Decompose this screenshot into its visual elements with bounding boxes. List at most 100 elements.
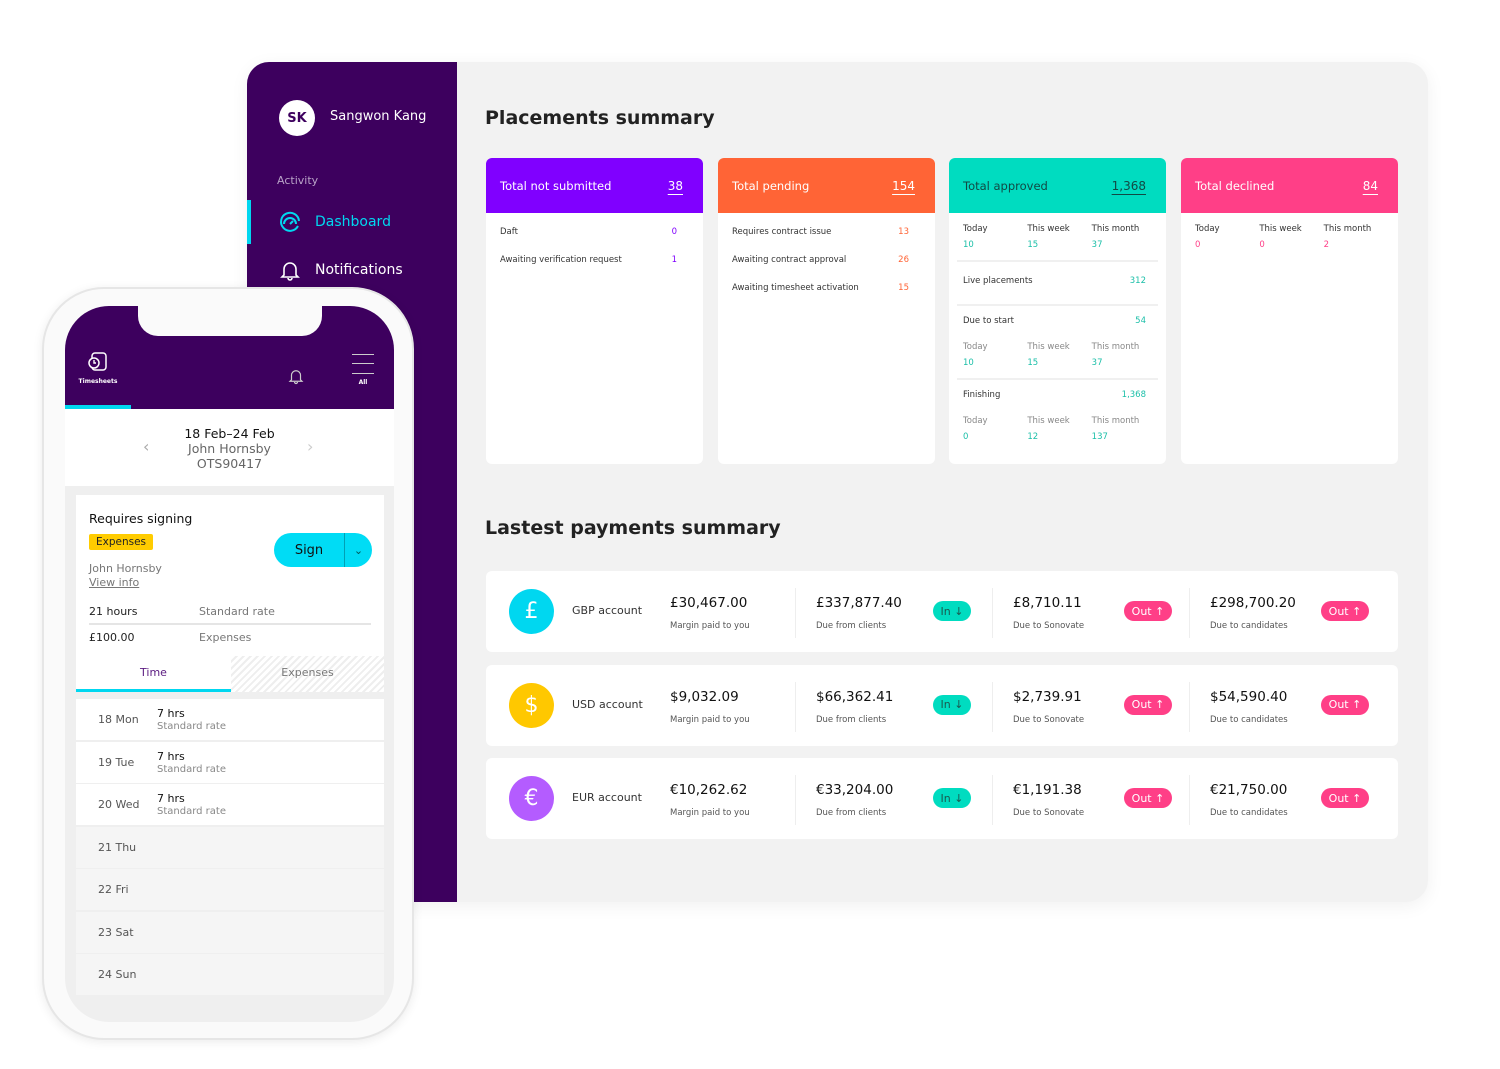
period-label: This week	[1027, 342, 1070, 352]
period-value: 15	[1027, 358, 1039, 368]
card-header[interactable]: Total approved 1,368	[949, 158, 1166, 213]
period-value: 2	[1323, 240, 1330, 250]
margin-label: Margin paid to you	[670, 808, 750, 818]
payments-title: Lastest payments summary	[485, 517, 781, 539]
card-total[interactable]: 1,368	[1111, 178, 1146, 193]
tab-expenses[interactable]: Expenses	[231, 656, 384, 692]
period-breakdown: Today 0 This week 0 This month 2	[1181, 218, 1398, 256]
day-row[interactable]: 20 Wed 7 hrs Standard rate	[76, 784, 384, 825]
card-title: Total not submitted	[500, 178, 612, 193]
divider	[795, 775, 796, 825]
card-title: Total approved	[963, 178, 1048, 193]
hours-value: 21 hours	[89, 605, 138, 618]
candidates-label: Due to candidates	[1210, 808, 1288, 818]
clients-label: Due from clients	[816, 621, 887, 631]
card-total[interactable]: 84	[1362, 178, 1378, 193]
section-row: Live placements 312	[949, 262, 1166, 300]
section-row: Due to start 54	[949, 306, 1166, 336]
day-row[interactable]: 18 Mon 7 hrs Standard rate	[76, 699, 384, 740]
avatar[interactable]: SK	[279, 100, 315, 136]
gauge-icon	[280, 211, 300, 232]
payment-row[interactable]: € EUR account €10,262.62 Margin paid to …	[486, 758, 1398, 839]
status-value: 0	[671, 227, 677, 237]
status-label: Awaiting contract approval	[732, 255, 847, 265]
status-row[interactable]: Daft 0	[486, 218, 703, 246]
candidates-amount: £298,700.20	[1210, 595, 1296, 611]
margin-label: Margin paid to you	[670, 714, 750, 725]
day-row[interactable]: 24 Sun	[76, 954, 384, 995]
status-label: Awaiting verification request	[500, 255, 622, 265]
payment-row[interactable]: £ GBP account £30,467.00 Margin paid to …	[486, 571, 1398, 652]
day-row[interactable]: 19 Tue 7 hrs Standard rate	[76, 741, 384, 783]
day-label: 20 Wed	[98, 798, 140, 811]
in-badge: In ↓	[933, 694, 971, 715]
margin-label: Margin paid to you	[670, 621, 750, 631]
out-badge: Out ↑	[1124, 694, 1172, 715]
tab-timesheets[interactable]: Timesheets	[65, 350, 131, 385]
placement-card: Total not submitted 38 Daft 0 Awaiting veri…	[486, 158, 703, 464]
next-week-button[interactable]: ›	[307, 437, 314, 456]
period-label: This month	[1091, 342, 1140, 352]
payment-row[interactable]: $ USD account $9,032.09 Margin paid to y…	[486, 664, 1398, 746]
section-label: Finishing	[963, 390, 1001, 400]
sonovate-label: Due to Sonovate	[1013, 714, 1085, 725]
user-name[interactable]: Sangwon Kang	[330, 109, 427, 124]
section-value: 54	[1135, 316, 1146, 326]
out-badge: Out ↑	[1321, 694, 1369, 715]
card-header[interactable]: Total pending 154	[718, 158, 935, 213]
section-row: Finishing 1,368	[949, 380, 1166, 410]
tab-time[interactable]: Time	[76, 656, 231, 692]
tab-label: Timesheets	[78, 378, 118, 385]
prev-week-button[interactable]: ‹	[143, 437, 150, 456]
tab-label: All	[358, 379, 368, 386]
card-header[interactable]: Total not submitted 38	[486, 158, 703, 213]
day-row[interactable]: 23 Sat	[76, 911, 384, 953]
period-value: 12	[1027, 432, 1039, 442]
status-label: Daft	[500, 227, 518, 237]
status-row[interactable]: Awaiting timesheet activation 15	[718, 274, 935, 302]
chevron-down-icon[interactable]: ⌄	[344, 533, 372, 567]
card-title: Total pending	[732, 178, 810, 193]
sidebar-item-notifications[interactable]: Notifications	[247, 248, 457, 292]
person-name: John Hornsby	[89, 562, 162, 575]
divider	[795, 681, 796, 732]
day-row[interactable]: 22 Fri	[76, 869, 384, 910]
view-info-link[interactable]: View info	[89, 576, 140, 589]
period-value: 15	[1027, 240, 1039, 250]
period-label: Today	[1195, 224, 1220, 234]
day-row[interactable]: 21 Thu	[76, 826, 384, 868]
clients-amount: $66,362.41	[816, 688, 894, 705]
sidebar-item-dashboard[interactable]: Dashboard	[247, 200, 457, 244]
divider	[1189, 588, 1190, 638]
expenses-tag: Expenses	[89, 534, 154, 550]
card-total[interactable]: 154	[892, 178, 915, 193]
day-rate: Standard rate	[157, 763, 226, 775]
clients-label: Due from clients	[816, 714, 887, 725]
period-label: Today	[963, 416, 988, 426]
bell-icon[interactable]	[287, 366, 305, 386]
sonovate-amount: $2,739.91	[1013, 688, 1082, 705]
period-value: 0	[1259, 240, 1265, 250]
card-header[interactable]: Total declined 84	[1181, 158, 1398, 213]
account-name: GBP account	[572, 604, 643, 617]
status-row[interactable]: Awaiting verification request 1	[486, 246, 703, 274]
card-total[interactable]: 38	[667, 178, 683, 193]
period-value: 10	[963, 240, 974, 250]
divider	[1189, 775, 1190, 825]
placement-card: Total pending 154 Requires contract issue…	[718, 158, 935, 464]
out-badge: Out ↑	[1124, 601, 1172, 621]
sign-button[interactable]: Sign	[294, 542, 324, 558]
currency-icon: £	[509, 589, 554, 634]
section-label: Live placements	[963, 276, 1033, 286]
sonovate-label: Due to Sonovate	[1013, 621, 1085, 631]
sonovate-amount: €1,191.38	[1013, 782, 1082, 798]
day-label: 21 Thu	[98, 840, 137, 854]
period-breakdown: Today 0 This week 12 This month 137	[949, 410, 1166, 448]
day-rate: Standard rate	[157, 806, 226, 817]
tab-all[interactable]: All	[352, 354, 374, 386]
currency-icon: $	[509, 682, 554, 728]
sidebar-item-label: Notifications	[315, 262, 403, 278]
period-value: 37	[1091, 240, 1103, 250]
status-row[interactable]: Requires contract issue 13	[718, 218, 935, 246]
status-row[interactable]: Awaiting contract approval 26	[718, 246, 935, 274]
